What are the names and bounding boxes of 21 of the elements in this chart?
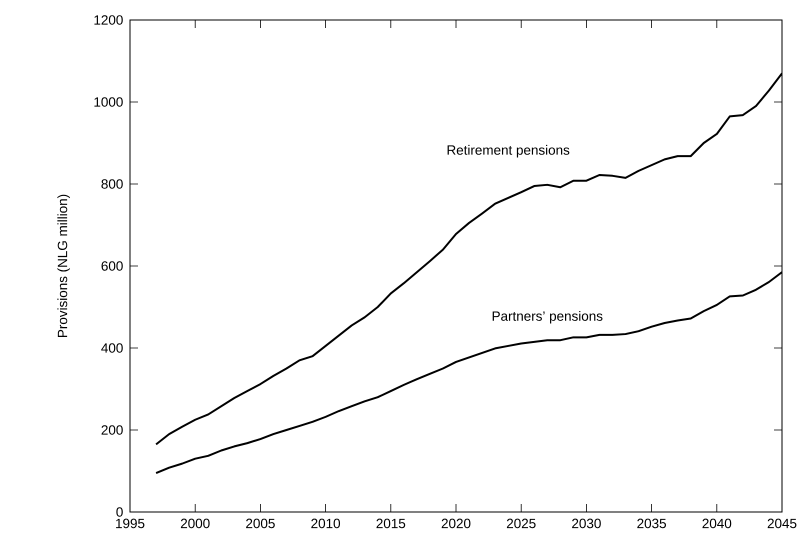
y-axis-title: Provisions (NLG million) — [57, 194, 70, 338]
x-tick-label: 2005 — [246, 518, 275, 528]
x-tick-label: 2040 — [702, 518, 732, 528]
x-tick-label: 2020 — [442, 518, 470, 528]
series-label: Retirement pensions — [448, 144, 570, 158]
x-tick-label: 2015 — [376, 518, 406, 528]
y-tick-label: 400 — [101, 343, 123, 353]
x-tick-label: 2025 — [506, 518, 536, 528]
y-tick-label: 800 — [101, 179, 123, 189]
x-tick-label: 2030 — [572, 518, 601, 528]
x-tick-label: 1995 — [116, 518, 144, 528]
series-label: Partners’ pensions — [492, 310, 602, 324]
y-tick-label: 600 — [102, 261, 123, 271]
x-tick-label: 2045 — [768, 518, 796, 528]
x-tick-label: 2035 — [637, 518, 666, 528]
x-tick-label: 2000 — [180, 518, 210, 528]
y-tick-label: 200 — [102, 425, 123, 435]
y-tick-label: 1000 — [94, 97, 123, 107]
y-tick-label: 1200 — [94, 15, 123, 25]
x-tick-label: 2010 — [311, 518, 340, 528]
y-tick-label: 0 — [116, 507, 123, 517]
